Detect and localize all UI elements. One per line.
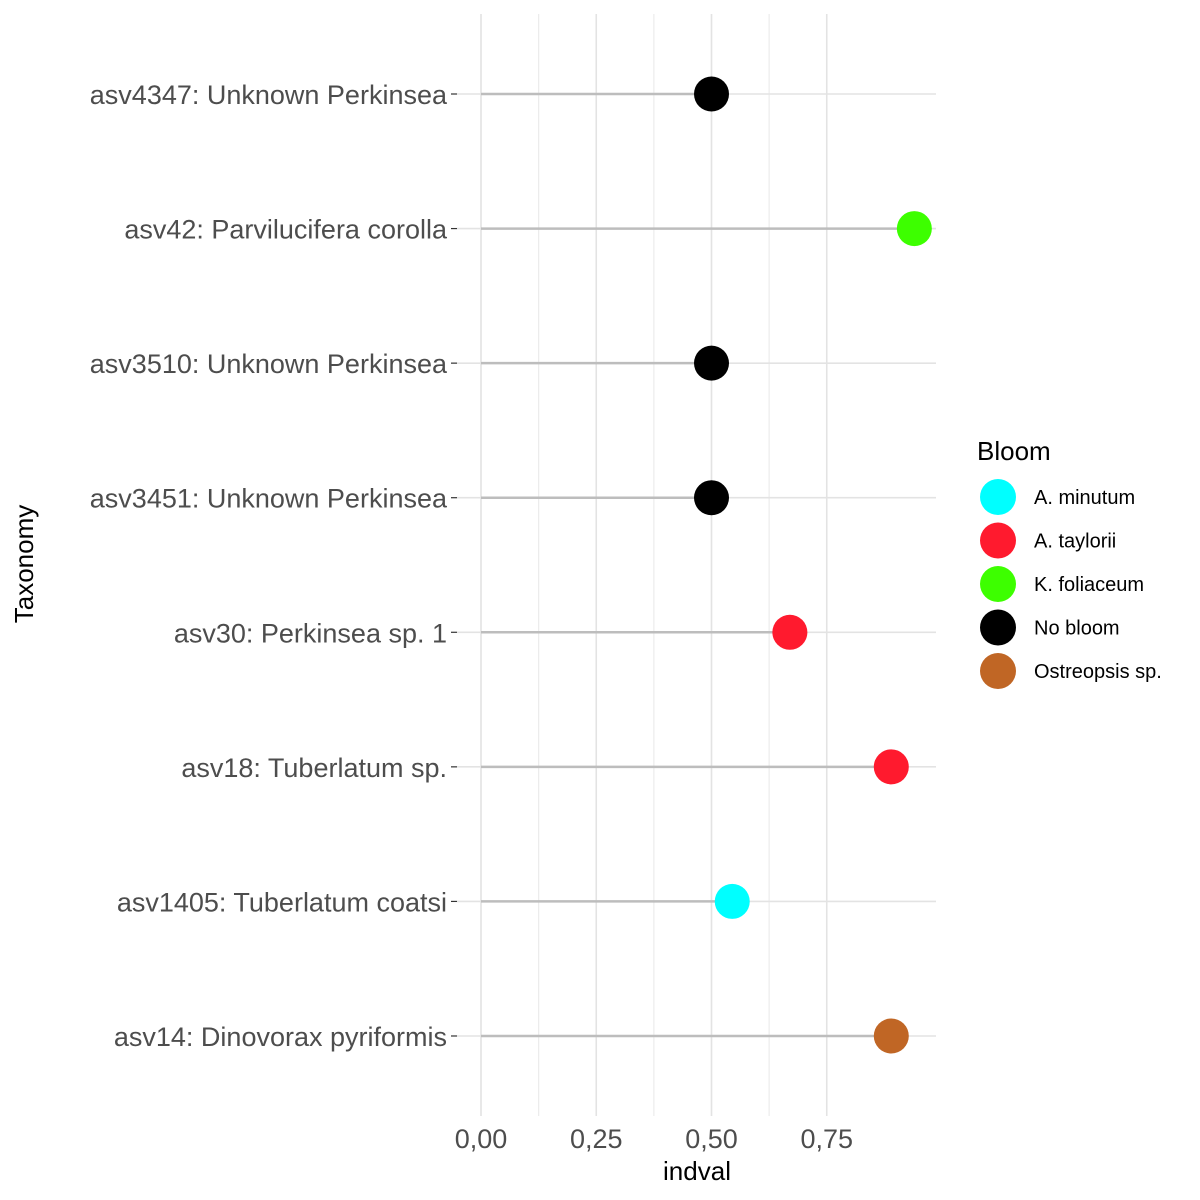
- data-point: [873, 1018, 909, 1054]
- legend-label: A. minutum: [1034, 487, 1135, 509]
- legend-entries: A. minutum A. taylorii K. foliaceum No bloo…: [980, 479, 1162, 689]
- x-tick-label: 0,50: [685, 1124, 738, 1154]
- y-tick-label: asv30: Perkinsea sp. 1: [174, 618, 447, 648]
- legend-label: Ostreopsis sp.: [1034, 661, 1162, 683]
- y-tick-label: asv1405: Tuberlatum coatsi: [117, 887, 447, 917]
- y-tick-label: asv14: Dinovorax pyriformis: [114, 1022, 447, 1052]
- y-tick-label: asv18: Tuberlatum sp.: [181, 753, 447, 783]
- data-point: [714, 883, 750, 919]
- x-tick-label: 0,25: [570, 1124, 623, 1154]
- legend-label: K. foliaceum: [1034, 574, 1144, 596]
- y-axis-labels: asv4347: Unknown Perkinsea asv42: Parvilu…: [90, 80, 448, 1052]
- lollipop-lines: [481, 92, 915, 1038]
- y-tick-label: asv3510: Unknown Perkinsea: [90, 349, 448, 379]
- data-point: [694, 345, 729, 381]
- data-points: [694, 76, 932, 1054]
- y-tick-label: asv3451: Unknown Perkinsea: [90, 484, 448, 514]
- legend-key: [980, 566, 1016, 602]
- legend: Bloom A. minutum A. taylorii K. foliaceum N…: [977, 436, 1162, 689]
- legend-label: No bloom: [1034, 618, 1120, 640]
- y-axis-title: Taxonomy: [9, 505, 39, 624]
- x-tick-label: 0,75: [800, 1124, 853, 1154]
- data-point: [873, 749, 909, 785]
- legend-key: [980, 479, 1016, 515]
- legend-key: [980, 609, 1016, 646]
- x-tick-label: 0,00: [455, 1124, 508, 1154]
- data-point: [694, 76, 729, 112]
- data-point: [896, 211, 932, 247]
- data-point: [772, 614, 808, 650]
- legend-key: [980, 653, 1016, 689]
- legend-title: Bloom: [977, 436, 1051, 466]
- x-axis-labels: 0,00 0,25 0,50 0,75: [455, 1124, 853, 1154]
- y-tick-label: asv42: Parvilucifera corolla: [124, 215, 448, 245]
- y-tick-label: asv4347: Unknown Perkinsea: [90, 80, 448, 110]
- grid-layer: [451, 14, 936, 1116]
- x-axis-title: indval: [663, 1156, 731, 1186]
- legend-key: [980, 522, 1016, 559]
- data-point: [694, 480, 729, 516]
- legend-label: A. taylorii: [1034, 531, 1116, 553]
